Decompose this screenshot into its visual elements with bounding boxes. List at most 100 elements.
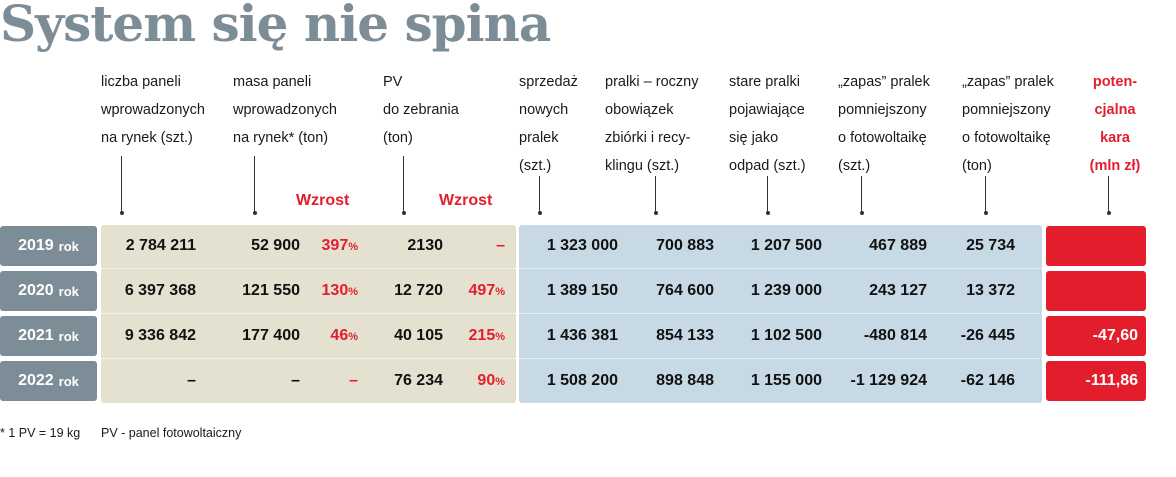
footnote-pv-mass: * 1 PV = 19 kg bbox=[0, 426, 81, 440]
cell-wzrost-pv: 497% bbox=[469, 282, 505, 300]
year-number: 2021 bbox=[18, 327, 54, 344]
row-separator bbox=[101, 313, 516, 314]
cell-value: 46 bbox=[330, 327, 349, 344]
leader-tick bbox=[403, 156, 404, 212]
cell-zapas-szt: 467 889 bbox=[869, 237, 927, 255]
cell-value: 6 397 368 bbox=[124, 282, 196, 299]
cell-stare-pralki: 1 102 500 bbox=[751, 327, 822, 345]
cell-pv-ton: 40 105 bbox=[394, 327, 443, 345]
cell-value: -62 146 bbox=[960, 372, 1015, 389]
header-sprzedaz: sprzedaż nowych pralek (szt.) bbox=[519, 74, 578, 174]
leader-tick bbox=[1108, 176, 1109, 212]
header-zapas-ton: „zapas” pralek pomniejszony o fotowoltai… bbox=[962, 74, 1054, 174]
row-separator bbox=[519, 268, 1042, 269]
band-panele bbox=[101, 225, 516, 403]
cell-value: -1 129 924 bbox=[850, 372, 927, 389]
header-stare-pralki: stare pralki pojawiające się jako odpad … bbox=[729, 74, 806, 174]
cell-zapas-szt: -1 129 924 bbox=[850, 372, 927, 390]
leader-tick bbox=[767, 176, 768, 212]
cell-value: 13 372 bbox=[966, 282, 1015, 299]
cell-sprzedaz: 1 323 000 bbox=[547, 237, 618, 255]
chart-title: System się nie spina bbox=[0, 0, 551, 53]
cell-value: 76 234 bbox=[394, 372, 443, 389]
year-label: 2022 rok bbox=[0, 361, 97, 401]
cell-wzrost-panele: 130% bbox=[322, 282, 358, 300]
leader-tick bbox=[655, 176, 656, 212]
cell-sprzedaz: 1 508 200 bbox=[547, 372, 618, 390]
cell-kara: -47,60 bbox=[1046, 316, 1146, 356]
cell-value: 1 436 381 bbox=[546, 327, 618, 344]
row-separator bbox=[101, 358, 516, 359]
cell-wzrost-pv: 90% bbox=[477, 372, 505, 390]
leader-dot bbox=[401, 211, 406, 215]
cell-zapas-ton: -26 445 bbox=[961, 327, 1015, 345]
cell-value: – bbox=[187, 372, 196, 389]
cell-value: 1 508 200 bbox=[546, 372, 618, 389]
cell-zapas-szt: -480 814 bbox=[864, 327, 927, 345]
wzrost-label-panele: Wzrost bbox=[296, 192, 350, 209]
cell-value: – bbox=[496, 237, 505, 254]
cell-value: – bbox=[291, 372, 300, 389]
cell-unit: % bbox=[348, 286, 358, 298]
cell-obowiazek: 898 848 bbox=[656, 372, 714, 390]
cell-value: 1 102 500 bbox=[750, 327, 822, 344]
cell-value: 700 883 bbox=[656, 237, 714, 254]
cell-obowiazek: 854 133 bbox=[656, 327, 714, 345]
leader-dot bbox=[252, 211, 257, 215]
cell-unit: % bbox=[495, 286, 505, 298]
cell-sprzedaz: 1 389 150 bbox=[547, 282, 618, 300]
cell-value: -480 814 bbox=[863, 327, 927, 344]
year-label: 2019 rok bbox=[0, 226, 97, 266]
header-panele-szt: liczba paneli wprowadzonych na rynek (sz… bbox=[101, 74, 205, 146]
cell-obowiazek: 764 600 bbox=[656, 282, 714, 300]
cell-value: 52 900 bbox=[251, 237, 300, 254]
cell-value: 2130 bbox=[407, 237, 443, 254]
header-zapas-szt: „zapas” pralek pomniejszony o fotowoltai… bbox=[838, 74, 930, 174]
cell-value: 40 105 bbox=[394, 327, 443, 344]
cell-unit: % bbox=[495, 376, 505, 388]
cell-value: 130 bbox=[321, 282, 349, 299]
cell-value: 243 127 bbox=[869, 282, 927, 299]
cell-panele-ton: 52 900 bbox=[251, 237, 300, 255]
cell-panele-szt: 9 336 842 bbox=[125, 327, 196, 345]
cell-value: -26 445 bbox=[960, 327, 1015, 344]
row-separator bbox=[519, 358, 1042, 359]
year-suffix: rok bbox=[58, 238, 79, 254]
cell-value: 177 400 bbox=[242, 327, 300, 344]
cell-stare-pralki: 1 207 500 bbox=[751, 237, 822, 255]
row-separator bbox=[101, 268, 516, 269]
leader-tick bbox=[985, 176, 986, 212]
cell-sprzedaz: 1 436 381 bbox=[547, 327, 618, 345]
row-separator bbox=[519, 313, 1042, 314]
year-suffix: rok bbox=[58, 283, 79, 299]
cell-obowiazek: 700 883 bbox=[656, 237, 714, 255]
band-pralki bbox=[519, 225, 1042, 403]
cell-value: 25 734 bbox=[966, 237, 1015, 254]
cell-value: 1 239 000 bbox=[750, 282, 822, 299]
year-suffix: rok bbox=[58, 328, 79, 344]
cell-pv-ton: 76 234 bbox=[394, 372, 443, 390]
header-pv-ton: PV do zebrania (ton) bbox=[383, 74, 459, 146]
cell-panele-szt: – bbox=[187, 372, 196, 390]
cell-kara bbox=[1046, 271, 1146, 311]
cell-panele-szt: 2 784 211 bbox=[126, 237, 196, 255]
cell-wzrost-panele: 397% bbox=[322, 237, 358, 255]
year-label: 2021 rok bbox=[0, 316, 97, 356]
cell-value: 1 389 150 bbox=[546, 282, 618, 299]
leader-dot bbox=[653, 211, 658, 215]
cell-panele-ton: – bbox=[291, 372, 300, 390]
leader-tick bbox=[539, 176, 540, 212]
leader-dot bbox=[537, 211, 542, 215]
wzrost-label-pv: Wzrost bbox=[439, 192, 493, 209]
cell-kara: -111,86 bbox=[1046, 361, 1146, 401]
header-panele-ton: masa paneli wprowadzonych na rynek* (ton… bbox=[233, 74, 337, 146]
cell-stare-pralki: 1 239 000 bbox=[751, 282, 822, 300]
cell-value: 898 848 bbox=[656, 372, 714, 389]
cell-value: 497 bbox=[468, 282, 496, 299]
cell-zapas-ton: -62 146 bbox=[961, 372, 1015, 390]
cell-wzrost-panele: – bbox=[349, 372, 358, 390]
cell-wzrost-panele: 46% bbox=[330, 327, 358, 345]
cell-stare-pralki: 1 155 000 bbox=[751, 372, 822, 390]
cell-value: 9 336 842 bbox=[124, 327, 196, 344]
year-number: 2019 bbox=[18, 237, 54, 254]
